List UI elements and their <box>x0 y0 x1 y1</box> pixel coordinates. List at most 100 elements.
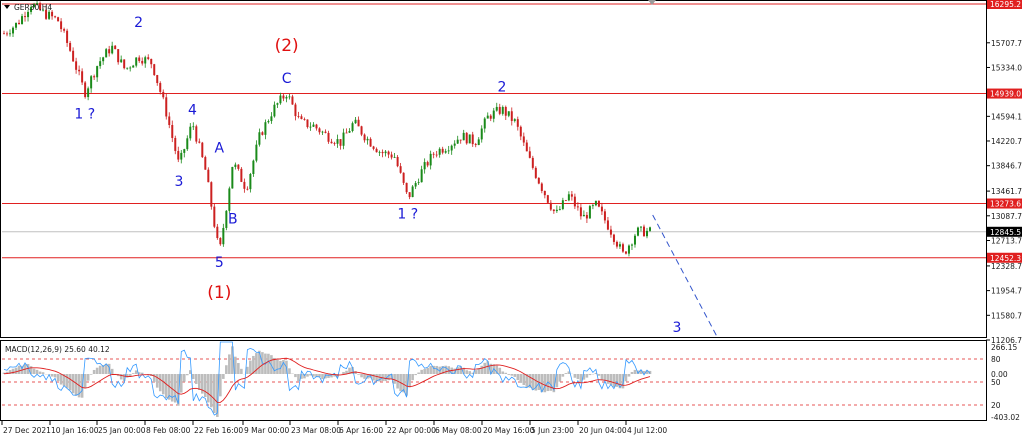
candle-body <box>54 16 57 18</box>
candle-body <box>477 139 480 146</box>
projection-layer <box>652 214 718 338</box>
candle-body <box>384 151 387 154</box>
candle-body <box>396 156 399 167</box>
candle-body <box>621 244 624 252</box>
price-tick-label: 13461.7 <box>991 187 1022 196</box>
candle-body <box>252 160 255 174</box>
candle-body <box>234 164 237 167</box>
candle-body <box>642 226 645 237</box>
candle-body <box>582 214 585 217</box>
candle-body <box>231 166 234 189</box>
candle-body <box>471 134 474 145</box>
candle-body <box>162 91 165 98</box>
candle-body <box>513 119 516 121</box>
candle-body <box>93 76 96 78</box>
candle-body <box>444 151 447 153</box>
candle-body <box>588 206 591 219</box>
candle-body <box>39 3 42 10</box>
candle-body <box>498 106 501 114</box>
candle-body <box>453 143 456 146</box>
time-tick-label: 23 Mar 08:00 <box>291 426 341 435</box>
candle-body <box>450 145 453 151</box>
candle-body <box>99 61 102 67</box>
candle-body <box>327 132 330 142</box>
candle-body <box>246 188 249 190</box>
macd-tick-label: 266.15 <box>991 343 1017 352</box>
candle-body <box>69 42 72 51</box>
candle-body <box>75 61 78 70</box>
candle-body <box>456 139 459 144</box>
candle-body <box>639 226 642 228</box>
candle-body <box>210 182 213 207</box>
candle-body <box>9 33 12 35</box>
candle-body <box>522 136 525 143</box>
candle-body <box>408 192 411 198</box>
wave-label: 3 <box>174 174 183 190</box>
triangle-down-icon[interactable] <box>4 5 10 9</box>
candle-body <box>510 111 513 121</box>
candle-body <box>543 190 546 196</box>
candle-body <box>318 128 321 133</box>
price-tag-bg <box>987 88 1022 99</box>
candle-body <box>480 128 483 140</box>
price-candles <box>3 1 651 257</box>
price-tick-label: 15334.0 <box>991 63 1022 72</box>
candle-body <box>21 16 24 24</box>
candle-body <box>564 200 567 202</box>
price-tick-label: 11954.7 <box>991 287 1022 296</box>
candle-body <box>111 45 114 54</box>
candle-body <box>255 144 258 161</box>
candle-body <box>495 106 498 111</box>
candle-body <box>375 148 378 153</box>
candle-body <box>600 206 603 212</box>
candle-body <box>504 106 507 116</box>
candle-body <box>72 50 75 62</box>
main-pane-border <box>0 0 987 338</box>
candle-body <box>555 209 558 212</box>
candle-body <box>3 33 5 35</box>
candle-body <box>267 121 270 123</box>
candle-body <box>381 151 384 154</box>
candle-body <box>342 132 345 146</box>
candle-body <box>189 126 192 139</box>
candle-body <box>441 148 444 153</box>
candle-body <box>447 150 450 152</box>
candle-body <box>138 57 141 61</box>
price-tag-bg <box>987 226 1022 237</box>
wave-label: 5 <box>215 255 224 271</box>
price-tag-label: 12845.5 <box>990 228 1021 237</box>
price-tick-label: 14594.1 <box>991 112 1022 121</box>
candle-body <box>237 164 240 169</box>
candle-body <box>96 66 99 78</box>
candle-body <box>36 3 39 5</box>
candle-body <box>339 139 342 146</box>
candle-body <box>84 82 87 98</box>
candle-body <box>627 245 630 254</box>
candle-body <box>360 126 363 135</box>
scroll-marker-icon[interactable] <box>648 0 656 5</box>
candle-body <box>216 226 219 239</box>
candle-body <box>135 57 138 66</box>
candle-body <box>649 227 651 231</box>
candle-body <box>591 205 594 207</box>
candle-body <box>354 119 357 124</box>
candle-body <box>501 106 504 114</box>
projection-dashed-line <box>652 214 718 338</box>
candle-body <box>345 132 348 134</box>
time-tick-label: 6 Apr 16:00 <box>339 426 383 435</box>
macd-tick-label: 0.00 <box>991 370 1008 379</box>
candle-body <box>294 104 297 117</box>
candle-body <box>540 183 543 191</box>
candle-body <box>378 151 381 153</box>
candle-body <box>549 202 552 210</box>
time-tick-label: 5 Jun 23:00 <box>531 426 574 435</box>
candle-body <box>183 149 186 153</box>
candle-body <box>570 194 573 197</box>
candle-body <box>291 96 294 105</box>
candle-body <box>102 57 105 62</box>
candle-body <box>465 132 468 144</box>
candle-body <box>273 104 276 117</box>
macd-tick-label: -403.02 <box>991 413 1020 422</box>
candle-body <box>492 110 495 119</box>
